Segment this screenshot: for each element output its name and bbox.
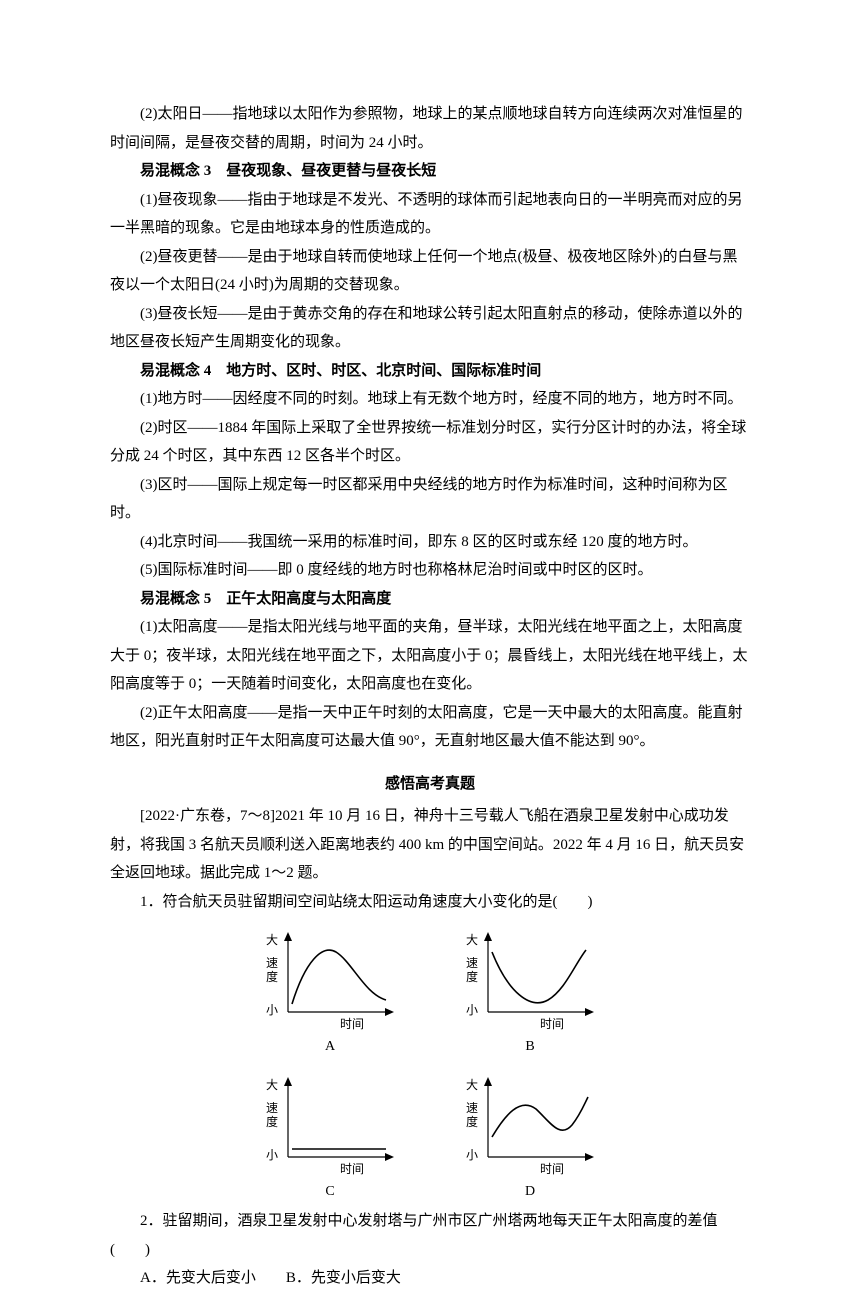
chart-c: 大速度小时间C <box>260 1067 400 1206</box>
concept4-item2: (2)时区——1884 年国际上采取了全世界按统一标准划分时区，实行分区计时的办… <box>110 414 750 471</box>
svg-text:速: 速 <box>466 1101 478 1115</box>
chart-svg: 大速度小时间 <box>460 922 600 1032</box>
svg-text:时间: 时间 <box>340 1017 364 1031</box>
svg-text:时间: 时间 <box>540 1017 564 1031</box>
svg-text:大: 大 <box>466 1078 478 1092</box>
svg-text:度: 度 <box>266 1114 278 1129</box>
charts-row: 大速度小时间C大速度小时间D <box>110 1067 750 1206</box>
concept5-item1: (1)太阳高度——是指太阳光线与地平面的夹角，昼半球，太阳光线在地平面之上，太阳… <box>110 613 750 699</box>
svg-text:大: 大 <box>466 933 478 947</box>
concept5-item2: (2)正午太阳高度——是指一天中正午时刻的太阳高度，它是一天中最大的太阳高度。能… <box>110 699 750 756</box>
svg-text:小: 小 <box>266 1003 278 1017</box>
svg-text:小: 小 <box>266 1148 278 1162</box>
svg-text:小: 小 <box>466 1003 478 1017</box>
chart-b: 大速度小时间B <box>460 922 600 1061</box>
concept4-item3: (3)区时——国际上规定每一时区都采用中央经线的地方时作为标准时间，这种时间称为… <box>110 471 750 528</box>
chart-a: 大速度小时间A <box>260 922 400 1061</box>
svg-text:速: 速 <box>466 956 478 970</box>
concept4-item1: (1)地方时——因经度不同的时刻。地球上有无数个地方时，经度不同的地方，地方时不… <box>110 385 750 414</box>
svg-text:时间: 时间 <box>540 1162 564 1176</box>
concept2-sun-day: (2)太阳日——指地球以太阳作为参照物，地球上的某点顺地球自转方向连续两次对准恒… <box>110 100 750 157</box>
concept3-item1: (1)昼夜现象——指由于地球是不发光、不透明的球体而引起地表向日的一半明亮而对应… <box>110 186 750 243</box>
chart-label: D <box>525 1179 535 1206</box>
question-1: 1．符合航天员驻留期间空间站绕太阳运动角速度大小变化的是( ) <box>110 888 750 917</box>
charts-row: 大速度小时间A大速度小时间B <box>110 922 750 1061</box>
svg-text:大: 大 <box>266 1078 278 1092</box>
svg-text:大: 大 <box>266 933 278 947</box>
heading-concept3: 易混概念 3 昼夜现象、昼夜更替与昼夜长短 <box>110 157 750 186</box>
svg-text:度: 度 <box>466 1114 478 1129</box>
concept3-item3: (3)昼夜长短——是由于黄赤交角的存在和地球公转引起太阳直射点的移动，使除赤道以… <box>110 300 750 357</box>
chart-svg: 大速度小时间 <box>260 922 400 1032</box>
exam-intro: [2022·广东卷，7～8]2021 年 10 月 16 日，神舟十三号载人飞船… <box>110 802 750 888</box>
svg-text:时间: 时间 <box>340 1162 364 1176</box>
svg-text:小: 小 <box>466 1148 478 1162</box>
concept3-item2: (2)昼夜更替——是由于地球自转而使地球上任何一个地点(极昼、极夜地区除外)的白… <box>110 243 750 300</box>
question-2-options: A．先变大后变小 B．先变小后变大 <box>110 1264 750 1293</box>
svg-text:速: 速 <box>266 1101 278 1115</box>
chart-label: B <box>525 1034 534 1061</box>
charts-container: 大速度小时间A大速度小时间B大速度小时间C大速度小时间D <box>110 922 750 1205</box>
svg-text:度: 度 <box>466 969 478 984</box>
chart-d: 大速度小时间D <box>460 1067 600 1206</box>
heading-concept4: 易混概念 4 地方时、区时、时区、北京时间、国际标准时间 <box>110 357 750 386</box>
concept4-item4: (4)北京时间——我国统一采用的标准时间，即东 8 区的区时或东经 120 度的… <box>110 528 750 557</box>
chart-label: C <box>325 1179 334 1206</box>
chart-label: A <box>325 1034 335 1061</box>
chart-svg: 大速度小时间 <box>460 1067 600 1177</box>
svg-text:度: 度 <box>266 969 278 984</box>
heading-concept5: 易混概念 5 正午太阳高度与太阳高度 <box>110 585 750 614</box>
svg-text:速: 速 <box>266 956 278 970</box>
concept4-item5: (5)国际标准时间——即 0 度经线的地方时也称格林尼治时间或中时区的区时。 <box>110 556 750 585</box>
section-title-exam: 感悟高考真题 <box>110 770 750 799</box>
chart-svg: 大速度小时间 <box>260 1067 400 1177</box>
